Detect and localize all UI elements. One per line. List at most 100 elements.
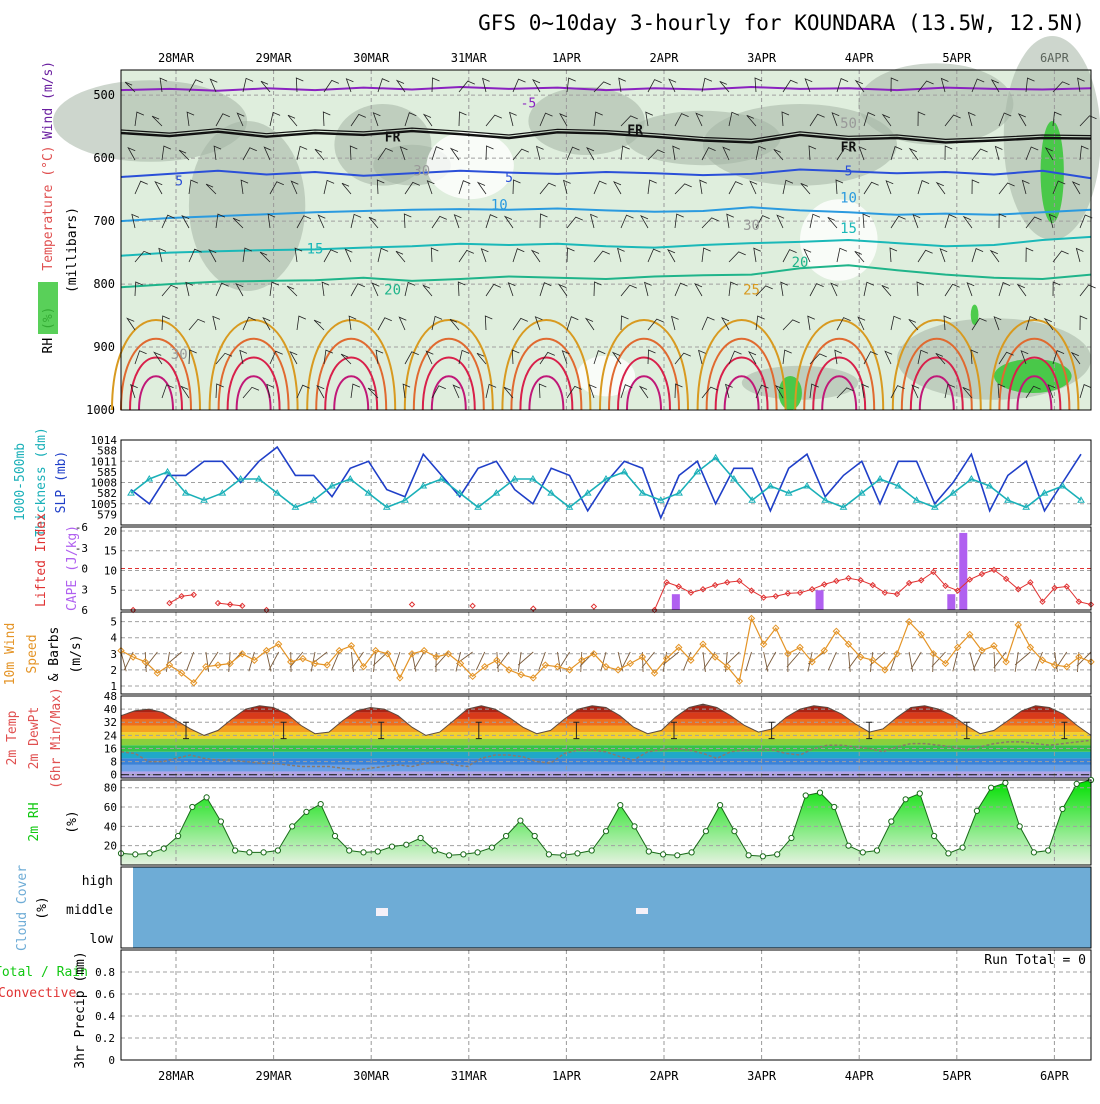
ylabel-wind10m-d: (m/s) bbox=[69, 634, 84, 673]
date-label-bottom-2: 30MAR bbox=[353, 1069, 390, 1083]
contour-label-17: 50 bbox=[840, 116, 857, 132]
rh2m-point bbox=[718, 803, 723, 808]
contour-label-0: -5 bbox=[521, 96, 537, 111]
date-label-top-1: 29MAR bbox=[256, 51, 293, 65]
rh2m-point bbox=[147, 851, 152, 856]
rh2m-point bbox=[261, 850, 266, 855]
ylabel-wind10m-b: Speed bbox=[25, 634, 40, 673]
thickness-tick-2: 585 bbox=[97, 466, 117, 479]
li-tick-0: 6 bbox=[81, 604, 88, 617]
wind-tick-4: 5 bbox=[110, 616, 117, 629]
rh2m-point bbox=[675, 853, 680, 858]
rh2m-point bbox=[618, 803, 623, 808]
temp-band-9 bbox=[121, 712, 1091, 719]
contour-label-4: 5 bbox=[175, 175, 183, 190]
date-label-top-6: 3APR bbox=[747, 51, 777, 65]
rh2m-point bbox=[603, 829, 608, 834]
contour-label-7: 10 bbox=[491, 197, 508, 213]
contour-label-15: 30 bbox=[743, 218, 760, 234]
ylabel-wind10m-c: & Barbs bbox=[47, 627, 62, 682]
ylabel-2m-temp: 2m Temp bbox=[5, 710, 20, 765]
cloud-base bbox=[133, 867, 1091, 948]
cape-bar-69 bbox=[947, 594, 955, 610]
rh2m-tick-0: 20 bbox=[104, 840, 117, 853]
rh2m-point bbox=[204, 795, 209, 800]
ylabel-millibars: (millibars) bbox=[65, 207, 80, 293]
ylabel-minmax: (6hr Min/Max) bbox=[49, 687, 64, 789]
cape-tick-3: 20 bbox=[104, 525, 117, 538]
rh2m-point bbox=[518, 818, 523, 823]
rh2m-point bbox=[789, 835, 794, 840]
precip-tick-0: 0 bbox=[108, 1054, 115, 1067]
date-label-top-3: 31MAR bbox=[451, 51, 488, 65]
cape-tick-0: 5 bbox=[110, 584, 117, 597]
rh-legend-swatch bbox=[38, 282, 58, 334]
date-label-bottom-8: 5APR bbox=[942, 1069, 972, 1083]
cape-tick-1: 10 bbox=[104, 564, 117, 577]
rh2m-point bbox=[447, 853, 452, 858]
rh2m-point bbox=[860, 850, 865, 855]
rh2m-point bbox=[461, 852, 466, 857]
cape-tick-2: 15 bbox=[104, 545, 117, 558]
rh2m-point bbox=[889, 819, 894, 824]
temp-tick-3: 24 bbox=[104, 729, 118, 742]
rh2m-point bbox=[332, 833, 337, 838]
thickness-tick-1: 582 bbox=[97, 487, 117, 500]
rh2m-point bbox=[418, 835, 423, 840]
li-tick-1: 3 bbox=[81, 583, 88, 596]
rh2m-point bbox=[1046, 848, 1051, 853]
rh2m-point bbox=[689, 850, 694, 855]
rh-dark-area-1 bbox=[189, 121, 305, 291]
rh2m-point bbox=[404, 842, 409, 847]
rh2m-point bbox=[504, 833, 509, 838]
rh2m-point bbox=[974, 808, 979, 813]
rh2m-point bbox=[832, 804, 837, 809]
cape-bar-70 bbox=[959, 533, 967, 610]
temp-band-5 bbox=[121, 739, 1091, 746]
ylabel-temperature: Temperature (°C) bbox=[41, 145, 56, 270]
ylabel-thickness-a: 1000-500mb bbox=[13, 443, 28, 521]
date-label-bottom-7: 4APR bbox=[845, 1069, 875, 1083]
cloud-layer-label-1: middle bbox=[66, 903, 113, 918]
rh2m-point bbox=[176, 833, 181, 838]
rh2m-point bbox=[646, 849, 651, 854]
rh2m-point bbox=[746, 853, 751, 858]
cloud-middle-clear-a bbox=[376, 908, 388, 916]
rh2m-point bbox=[389, 844, 394, 849]
thickness-tick-0: 579 bbox=[97, 508, 117, 521]
chart-title: GFS 0~10day 3-hourly for KOUNDARA (13.5W… bbox=[478, 11, 1085, 35]
rh2m-point bbox=[432, 848, 437, 853]
rh2m-point bbox=[133, 852, 138, 857]
rh2m-point bbox=[775, 852, 780, 857]
contour-label-11: 20 bbox=[384, 282, 401, 298]
ylabel-lifted-index: Lifted Index bbox=[34, 513, 49, 607]
date-label-top-2: 30MAR bbox=[353, 51, 390, 65]
rh2m-point bbox=[190, 804, 195, 809]
pressure-tick-5: 1000 bbox=[86, 403, 115, 417]
rh2m-point bbox=[532, 833, 537, 838]
rh2m-point bbox=[218, 819, 223, 824]
precip-tick-1: 0.2 bbox=[95, 1032, 115, 1045]
ylabel-2m-rh-units: (%) bbox=[65, 810, 80, 833]
date-label-top-7: 4APR bbox=[845, 51, 875, 65]
rh2m-point bbox=[932, 833, 937, 838]
temp-band-7 bbox=[121, 726, 1091, 733]
rh2m-point bbox=[318, 802, 323, 807]
date-label-bottom-5: 2APR bbox=[650, 1069, 680, 1083]
run-total-label: Run Total = 0 bbox=[984, 953, 1086, 968]
date-label-bottom-6: 3APR bbox=[747, 1069, 777, 1083]
contour-label-12: 20 bbox=[792, 255, 809, 271]
pressure-tick-3: 800 bbox=[93, 277, 115, 291]
rh2m-point bbox=[989, 785, 994, 790]
contour-label-2: FR bbox=[627, 124, 643, 139]
pressure-tick-2: 700 bbox=[93, 214, 115, 228]
contour-label-16: 30 bbox=[171, 347, 188, 363]
rh2m-point bbox=[347, 848, 352, 853]
rh2m-point bbox=[874, 848, 879, 853]
temp-tick-6: 48 bbox=[104, 690, 117, 703]
rh2m-point bbox=[960, 845, 965, 850]
rh2m-point bbox=[1017, 824, 1022, 829]
rh-dark-area-6 bbox=[858, 63, 1013, 145]
